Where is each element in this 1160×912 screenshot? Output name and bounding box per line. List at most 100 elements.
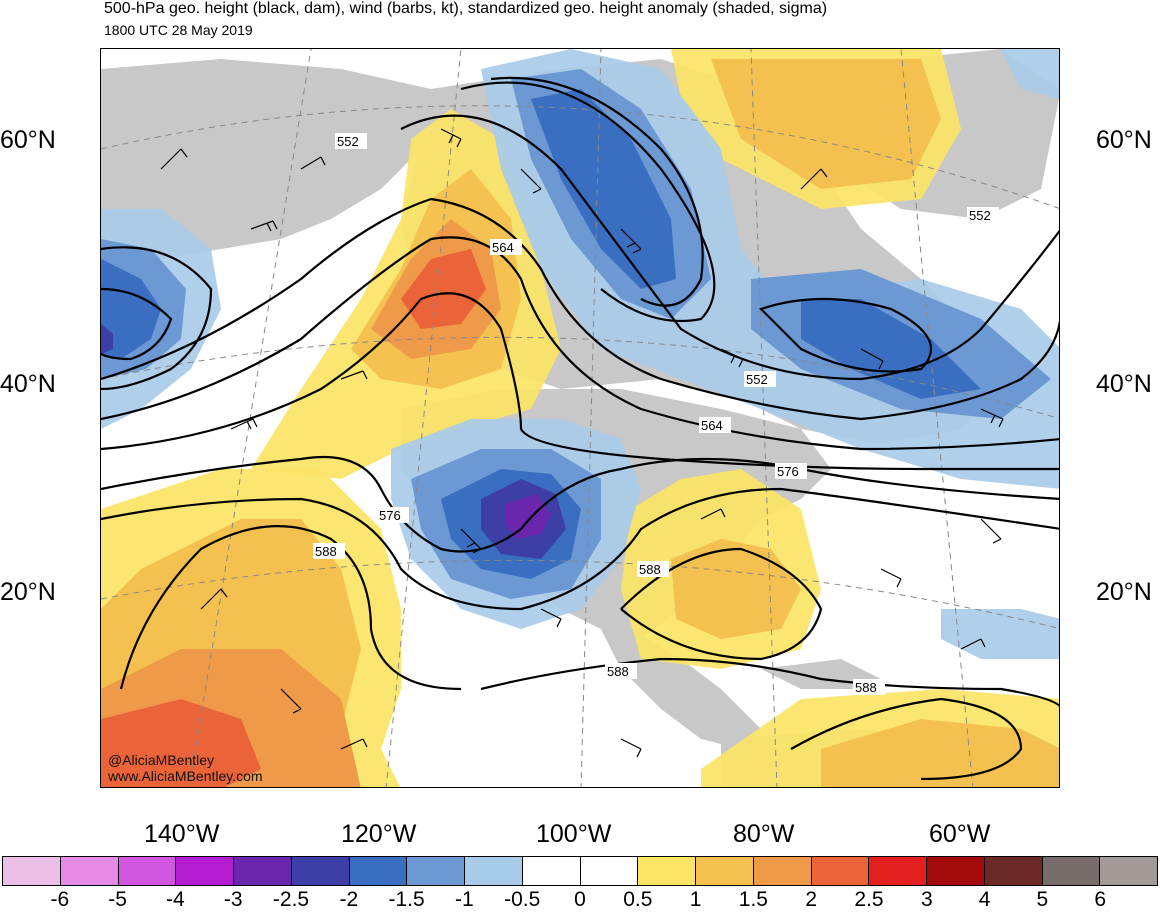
wind-barb [200,588,228,610]
lat-label-60-right: 60°N [1096,126,1152,154]
positive-anomaly-shading [101,49,1059,787]
contour-558 [101,197,1059,421]
contour-label: 552 [337,134,359,149]
contour-582 [101,487,1059,611]
pacific-pos4 [101,699,261,787]
contour-576 [101,455,1059,553]
colorbar-tick-label: 3 [920,888,933,911]
contour-552-low [758,297,932,373]
contour-label: 588 [315,544,337,559]
lon-label-120w: 120°W [341,820,417,848]
colorbar-tick-label: -3 [223,888,243,911]
map-canvas: 552 564 552 552 564 576 576 588 588 588 … [101,49,1059,787]
lat-label-20-right: 20°N [1096,578,1152,606]
lon-label-100w: 100°W [536,820,612,848]
lat-40-line [101,336,1059,419]
colorbar-swatch [984,857,1043,885]
colorbar-swatch [638,857,696,885]
wind-barb [280,688,302,714]
wind-barb [340,738,368,750]
contour-label: 552 [969,208,991,223]
lon-80-line [750,49,778,787]
wind-barb [620,738,642,758]
wind-barbs [160,128,1004,758]
contour-540 [490,76,704,307]
negative-anomaly-shading [101,49,1059,659]
map-title: 500-hPa geo. height (black, dam), wind (… [104,0,828,17]
colorbar-tick-label: 0.5 [623,888,653,911]
wind-barb [540,608,562,628]
alaska-land [101,59,461,264]
west-ridge-pos4 [401,249,486,329]
wind-barb [340,370,368,380]
contour-label: 588 [607,664,629,679]
wind-barb [720,348,744,368]
wind-barb [800,168,828,190]
map-panel: 552 564 552 552 564 576 576 588 588 588 … [100,48,1060,788]
caribbean-pos2 [821,719,1059,787]
lat-label-20-left: 20°N [0,578,56,606]
contour-label: 552 [746,372,768,387]
gulf-alaska-neg3 [101,259,161,359]
colorbar-tick-label: -1.5 [388,888,425,911]
contour-564 [101,236,1059,451]
contour-gulf-alaska-outer [101,246,213,391]
colorbar-swatch [60,857,119,885]
wind-barb [860,348,884,370]
colorbar-tick-label: -2.5 [272,888,310,911]
southwest-low-neg5 [506,494,551,539]
colorbar-swatch [580,857,639,885]
contour-label: 576 [379,508,401,523]
wind-barb [620,228,642,254]
lon-100-line [580,49,602,787]
wind-barb [880,568,902,588]
colorbar-tick-label: -5 [108,888,127,911]
subtropical-atlantic-neg1 [941,609,1059,659]
wind-barb [980,408,1004,428]
lon-60-line [900,49,974,787]
contour-label: 576 [777,464,799,479]
contour-588-gulf [620,547,823,661]
colorbar-swatch [522,857,581,885]
contour-label-group: 552 564 552 552 564 576 576 588 588 588 … [313,133,999,695]
colorbar-swatch [176,857,234,885]
credit-handle: @AliciaMBentley [108,752,215,768]
contour-570 [101,292,1059,471]
wind-barb [230,418,258,430]
credit-website: www.AliciaMBentley.com [108,768,263,784]
colorbar-swatch [869,857,927,885]
contour-588-caribbean [790,697,1023,781]
contour-label: 588 [855,680,877,695]
colorbar-tick-label: 5 [1036,888,1049,911]
lat-label-60-left: 60°N [0,126,56,154]
greenland-east-neg1 [1001,49,1059,99]
colorbar-tick-label: 1 [689,888,702,911]
colorbar-tick-label: 4 [978,888,991,911]
contour-label: 588 [639,562,661,577]
colorbar-swatch [349,857,408,885]
colorbar-swatch [696,857,754,885]
wind-barb [960,638,986,650]
wind-barb [700,508,726,520]
greenland-pos2 [711,59,941,189]
colorbar-tick-label: -2 [339,888,359,911]
contour-546 [460,81,716,323]
colorbar-swatch [465,857,523,885]
colorbar-swatch [407,857,465,885]
colorbar-swatch [927,857,985,885]
colorbar-swatch [753,857,812,885]
southeast-pos2 [671,539,801,639]
colorbar-tick-label: -6 [50,888,70,911]
atlantic-trough-neg3 [801,299,981,399]
lat-label-40-left: 40°N [0,370,56,398]
wind-barb [520,168,542,194]
wind-barb [980,518,1002,544]
contour-label: 564 [492,240,514,255]
colorbar-swatch [234,857,292,885]
colorbar-swatch [3,857,61,885]
colorbar-tick-label: -4 [166,888,185,911]
contour-588-pacific [119,525,462,691]
anomaly-colorbar [2,856,1158,886]
colorbar-tick-label: 6 [1094,888,1107,911]
colorbar-tick-label: 2 [805,888,818,911]
